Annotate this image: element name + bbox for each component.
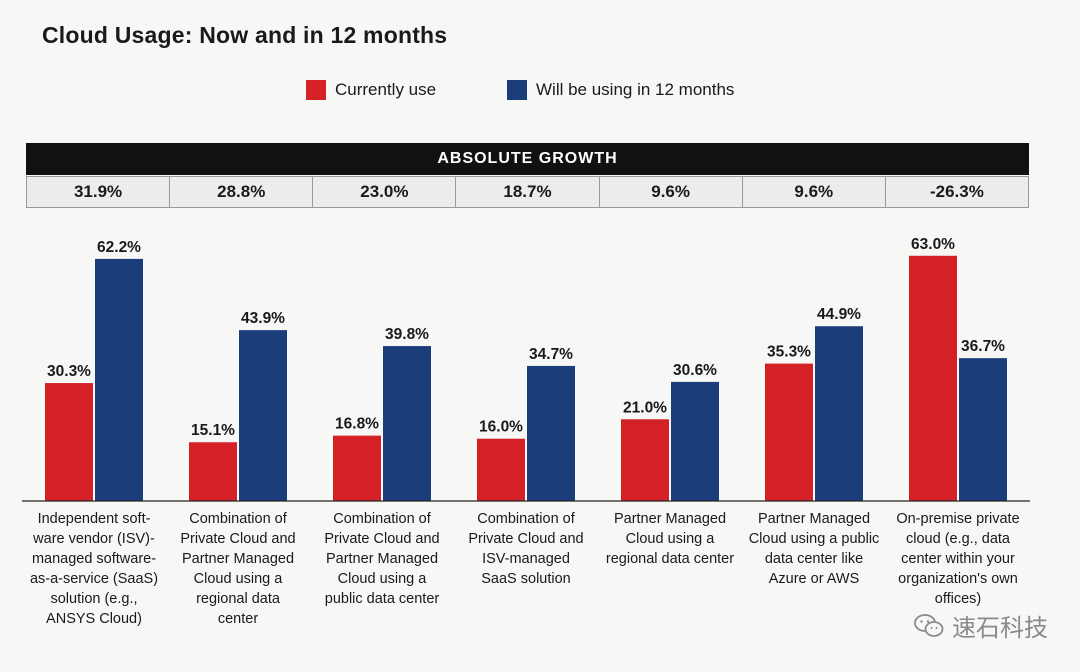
watermark-text: 速石科技 bbox=[952, 615, 1048, 642]
bar-current bbox=[765, 363, 813, 501]
bar-future bbox=[815, 326, 863, 501]
legend-label-future: Will be using in 12 months bbox=[536, 80, 735, 99]
bar-current bbox=[621, 419, 669, 501]
category-label: Independent soft-ware vendor (ISV)-manag… bbox=[30, 511, 158, 627]
growth-cell: 18.7% bbox=[456, 177, 600, 207]
growth-header: ABSOLUTE GROWTH bbox=[26, 143, 1029, 175]
category-label: Combination of Private Cloud and Partner M… bbox=[180, 511, 295, 627]
bar-future bbox=[671, 381, 719, 501]
legend-item-current: Currently use bbox=[306, 80, 436, 100]
bar-current bbox=[333, 435, 381, 501]
growth-cell: 23.0% bbox=[313, 177, 457, 207]
growth-row: 31.9% 28.8% 23.0% 18.7% 9.6% 9.6% -26.3% bbox=[26, 176, 1029, 208]
legend-item-future: Will be using in 12 months bbox=[507, 80, 734, 100]
category-label: On-premise private cloud (e.g., data cente… bbox=[896, 511, 1019, 607]
value-label-current: 35.3% bbox=[767, 344, 811, 361]
value-label-current: 30.3% bbox=[47, 363, 91, 380]
bar-current bbox=[45, 383, 93, 501]
value-label-current: 15.1% bbox=[191, 422, 235, 439]
value-label-future: 43.9% bbox=[241, 310, 285, 327]
watermark: 速石科技 bbox=[914, 608, 1048, 643]
value-label-future: 62.2% bbox=[97, 239, 141, 256]
value-label-current: 16.0% bbox=[479, 419, 523, 436]
legend-swatch-future bbox=[507, 80, 527, 100]
growth-cell: -26.3% bbox=[885, 177, 1028, 207]
value-label-future: 36.7% bbox=[961, 338, 1005, 355]
value-label-current: 16.8% bbox=[335, 416, 379, 433]
category-label: Combination of Private Cloud and Partner M… bbox=[324, 511, 439, 607]
bar-future bbox=[383, 346, 431, 501]
value-label-future: 30.6% bbox=[673, 362, 717, 379]
bar-current bbox=[189, 442, 237, 501]
category-label: Combination of Private Cloud and ISV-manag… bbox=[468, 511, 583, 587]
chart-title: Cloud Usage: Now and in 12 months bbox=[42, 22, 448, 48]
wechat-icon bbox=[914, 613, 944, 639]
legend: Currently use Will be using in 12 months bbox=[0, 80, 1080, 104]
bar-future bbox=[95, 258, 143, 501]
growth-cell: 31.9% bbox=[27, 177, 171, 207]
value-label-future: 39.8% bbox=[385, 326, 429, 343]
bar-future bbox=[527, 365, 575, 501]
growth-cell: 28.8% bbox=[170, 177, 314, 207]
value-label-future: 34.7% bbox=[529, 346, 573, 363]
value-label-current: 21.0% bbox=[623, 399, 667, 416]
legend-label-current: Currently use bbox=[335, 80, 437, 99]
category-label: Partner Managed Cloud using a regional dat… bbox=[606, 511, 734, 567]
bar-current bbox=[909, 255, 957, 501]
value-label-future: 44.9% bbox=[817, 306, 861, 323]
legend-swatch-current bbox=[306, 80, 326, 100]
growth-cell: 9.6% bbox=[742, 177, 886, 207]
category-label: Partner Managed Cloud using a public data … bbox=[749, 511, 880, 587]
bar-future bbox=[959, 358, 1007, 501]
growth-cell: 9.6% bbox=[599, 177, 743, 207]
value-label-current: 63.0% bbox=[911, 236, 955, 253]
bar-current bbox=[477, 438, 525, 501]
bar-future bbox=[239, 330, 287, 501]
